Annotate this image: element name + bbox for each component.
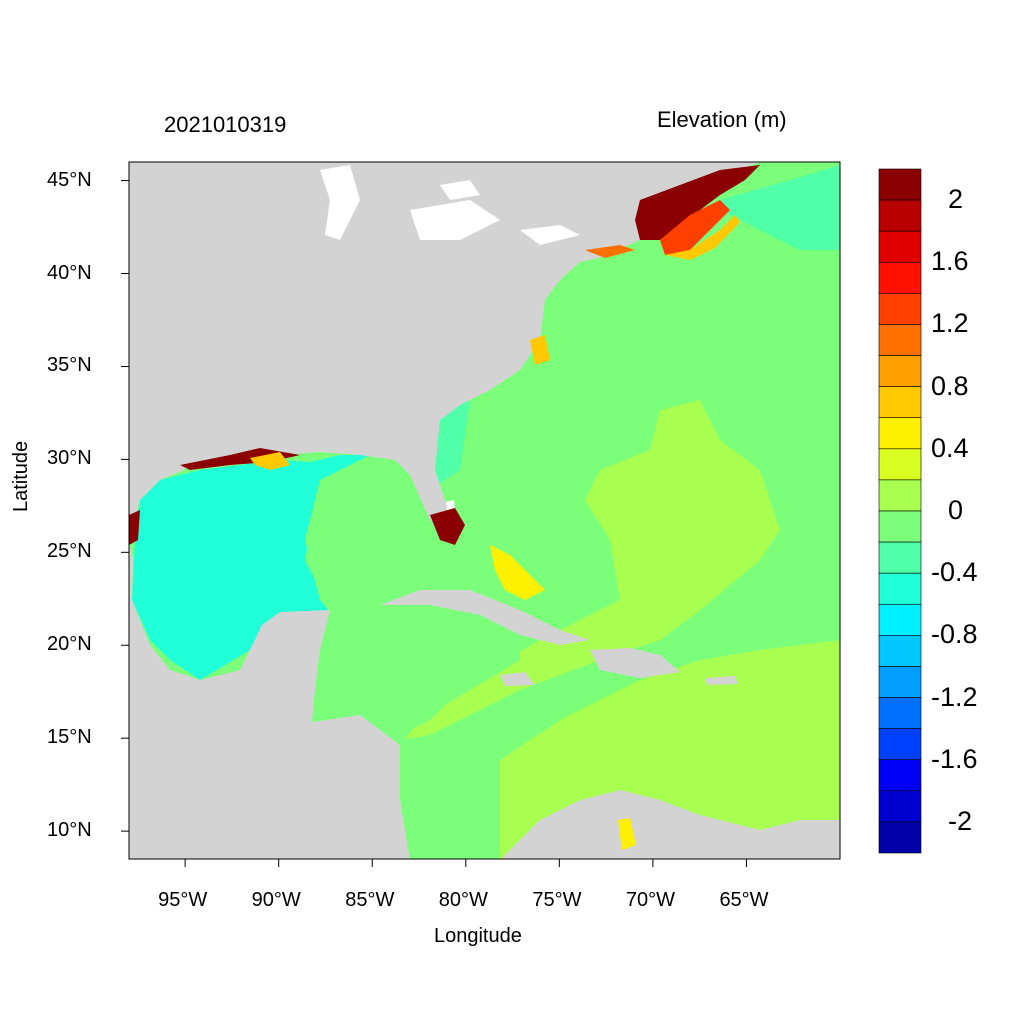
colorbar-label: 1.6	[931, 246, 969, 277]
colorbar-swatch	[878, 635, 922, 667]
cuba-land	[380, 590, 590, 645]
ne-atlantic	[720, 165, 840, 250]
colorbar-swatch	[878, 790, 922, 823]
x-ticks	[184, 859, 747, 867]
colorbar-swatch	[878, 479, 922, 512]
colorbar-swatch	[878, 541, 922, 574]
colorbar-label: -0.4	[931, 557, 978, 588]
colorbar-label: -2	[948, 805, 973, 836]
colorbar-swatch	[878, 666, 922, 698]
colorbar-label: 0	[948, 495, 964, 525]
texas-coast-surge	[129, 510, 140, 545]
x-tick-label: 90°W	[251, 889, 301, 911]
x-tick-label: 95°W	[158, 889, 208, 911]
new-england-surge-edge	[665, 215, 740, 260]
y-ticks	[121, 180, 129, 832]
x-tick-label: 70°W	[625, 889, 676, 911]
western-caribbean	[312, 590, 520, 745]
colorbar-label: 0.8	[931, 370, 969, 401]
caribbean-sea	[400, 400, 780, 859]
maracaibo-surge	[618, 818, 636, 850]
hispaniola-land	[590, 648, 680, 678]
florida-lake	[446, 500, 455, 510]
colorbar-swatch	[878, 728, 922, 761]
gulf-coast-surge	[180, 448, 300, 470]
colorbar-swatch	[878, 572, 922, 605]
x-tick-label: 85°W	[345, 889, 395, 911]
colorbar-label: 2	[948, 184, 964, 215]
colorbar-swatch	[878, 821, 922, 854]
y-tick-label: 15°N	[47, 726, 92, 749]
gulf-of-mexico	[132, 455, 370, 680]
colorbar	[878, 168, 922, 854]
y-tick-label: 25°N	[47, 540, 92, 563]
new-england-surge-fringe	[660, 200, 730, 255]
colorbar-swatch	[878, 199, 922, 232]
colorbar-label: -1.2	[931, 681, 978, 712]
x-tick-label: 75°W	[532, 889, 582, 911]
colorbar-label: -0.8	[931, 619, 978, 650]
y-tick-label: 20°N	[47, 633, 92, 656]
colorbar-swatch	[878, 293, 922, 325]
great-lakes	[320, 165, 580, 245]
y-tick-label: 40°N	[47, 261, 92, 284]
colorbar-swatch	[878, 168, 922, 201]
south-america-land	[501, 790, 840, 859]
colorbar-swatch	[878, 510, 922, 543]
gulf-coast-surge-mid	[250, 452, 290, 470]
x-axis-label: Longitude	[434, 925, 522, 947]
colorbar-swatch	[878, 448, 922, 481]
eastern-gulf	[305, 460, 412, 610]
jamaica-land	[500, 672, 535, 686]
y-tick-label: 45°N	[47, 168, 92, 191]
x-tick-label: 65°W	[719, 889, 769, 911]
colorbar-label: 0.4	[931, 432, 969, 463]
bahamas-surge	[490, 545, 545, 600]
new-england-surge	[635, 165, 760, 240]
mexico-central-america-land	[129, 540, 410, 859]
colorbar-swatch	[878, 324, 922, 356]
variable-title: Elevation (m)	[657, 107, 787, 132]
carolina-surge	[530, 335, 550, 365]
colorbar-swatch	[878, 261, 922, 294]
timestamp-title: 2021010319	[164, 112, 287, 137]
colorbar-swatch	[878, 386, 922, 419]
colorbar-label: 1.2	[931, 308, 969, 339]
y-tick-label: 10°N	[47, 819, 92, 842]
y-tick-label: 35°N	[47, 354, 92, 377]
map-content	[129, 162, 840, 859]
florida-surge	[430, 508, 465, 545]
colorbar-swatch	[878, 603, 922, 636]
y-tick-label: 30°N	[47, 447, 92, 470]
plot-frame	[128, 161, 841, 860]
colorbar-label: -1.6	[931, 743, 978, 774]
colorbar-swatch	[878, 697, 922, 729]
long-island-surge	[585, 245, 635, 258]
colorbar-swatch	[878, 230, 922, 263]
colorbar-swatch	[878, 759, 922, 792]
colorbar-swatch	[878, 417, 922, 450]
y-axis-label: Latitude	[10, 440, 32, 512]
x-tick-label: 80°W	[438, 889, 488, 911]
colorbar-swatch	[878, 355, 922, 387]
puerto-rico-land	[705, 676, 738, 685]
